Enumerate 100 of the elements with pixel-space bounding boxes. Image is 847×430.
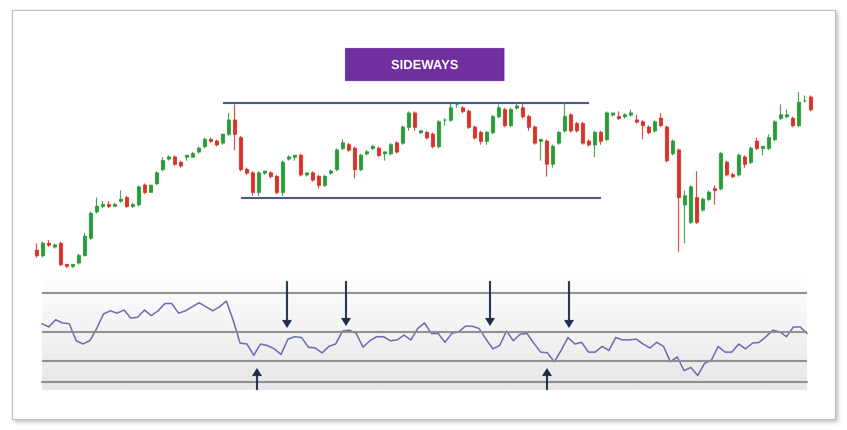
candlestick (647, 124, 651, 135)
candlestick (125, 195, 129, 209)
candlestick (179, 160, 183, 168)
candlestick (611, 112, 615, 118)
candlestick (545, 139, 549, 177)
chart-title: SIDEWAYS (391, 57, 459, 72)
candlestick (575, 121, 579, 133)
candlestick (191, 151, 195, 158)
candlestick (161, 156, 165, 172)
candlestick (503, 107, 507, 128)
candlestick (203, 137, 207, 149)
candlestick (293, 154, 297, 162)
candlestick (83, 232, 87, 256)
candlestick (551, 144, 555, 168)
candlestick (215, 139, 219, 148)
candlestick (131, 202, 135, 209)
candlestick (785, 109, 789, 119)
candlestick (695, 170, 699, 224)
candlestick (707, 190, 711, 202)
candlestick (377, 146, 381, 158)
candlestick (383, 151, 387, 162)
candlestick (119, 190, 123, 204)
candlestick (677, 148, 681, 253)
candlestick (227, 112, 231, 136)
candlestick (773, 120, 777, 142)
candlestick (35, 242, 39, 258)
candlestick (299, 153, 303, 177)
candlestick (359, 153, 363, 172)
candlestick (53, 242, 57, 250)
candlestick (263, 170, 267, 176)
candlestick (797, 92, 801, 128)
candlestick (209, 137, 213, 144)
candlestick (281, 160, 285, 196)
candlestick (77, 253, 81, 265)
candlestick (323, 174, 327, 188)
candlestick (467, 109, 471, 130)
candlestick (443, 118, 447, 126)
candlestick (755, 137, 759, 151)
candlestick (473, 124, 477, 140)
candlestick (221, 134, 225, 146)
candlestick (539, 139, 543, 162)
candlestick (809, 95, 813, 112)
candlestick (275, 174, 279, 195)
candlestick (557, 130, 561, 146)
candlestick (113, 202, 117, 207)
candlestick (599, 130, 603, 146)
candlestick (305, 172, 309, 177)
candlestick (497, 104, 501, 119)
candlestick (641, 120, 645, 140)
candlestick (395, 140, 399, 154)
candlestick (401, 124, 405, 146)
candlestick (491, 114, 495, 135)
candlestick (683, 190, 687, 244)
candlestick (761, 146, 765, 156)
candlestick (197, 146, 201, 154)
candlestick (737, 153, 741, 177)
candlestick (605, 110, 609, 142)
candlestick (59, 241, 63, 267)
candlestick (713, 184, 717, 206)
candlestick (593, 130, 597, 158)
candlestick (101, 200, 105, 209)
candlestick (719, 151, 723, 192)
candlestick (803, 95, 807, 104)
candlestick (149, 184, 153, 193)
candlestick (245, 167, 249, 176)
candlestick (47, 239, 51, 248)
candlestick (95, 197, 99, 214)
candlestick (743, 154, 747, 168)
candlestick (269, 170, 273, 179)
candlestick (257, 170, 261, 196)
candlestick (185, 154, 189, 162)
candlestick (629, 109, 633, 118)
candlestick (155, 170, 159, 186)
candlestick (353, 146, 357, 179)
candlestick (251, 170, 255, 196)
candlestick (107, 200, 111, 209)
candlestick (617, 110, 621, 121)
candlestick (509, 107, 513, 128)
candlestick (521, 104, 525, 119)
candlestick (653, 120, 657, 133)
candlestick (527, 114, 531, 132)
candlestick (317, 174, 321, 190)
candlestick (239, 136, 243, 172)
candlestick (689, 184, 693, 224)
candlestick (431, 132, 435, 149)
candlestick (407, 110, 411, 132)
candlestick (563, 102, 567, 133)
candlestick (167, 154, 171, 162)
candlestick (89, 211, 93, 240)
candlestick (659, 112, 663, 128)
candlestick (635, 114, 639, 124)
candlestick (479, 130, 483, 146)
candlestick (425, 130, 429, 140)
candlestick (137, 184, 141, 207)
candlestick (419, 130, 423, 135)
candlestick (461, 106, 465, 114)
candlestick (455, 102, 459, 108)
candlestick (485, 130, 489, 146)
candlestick (731, 172, 735, 179)
candlestick (233, 104, 237, 151)
